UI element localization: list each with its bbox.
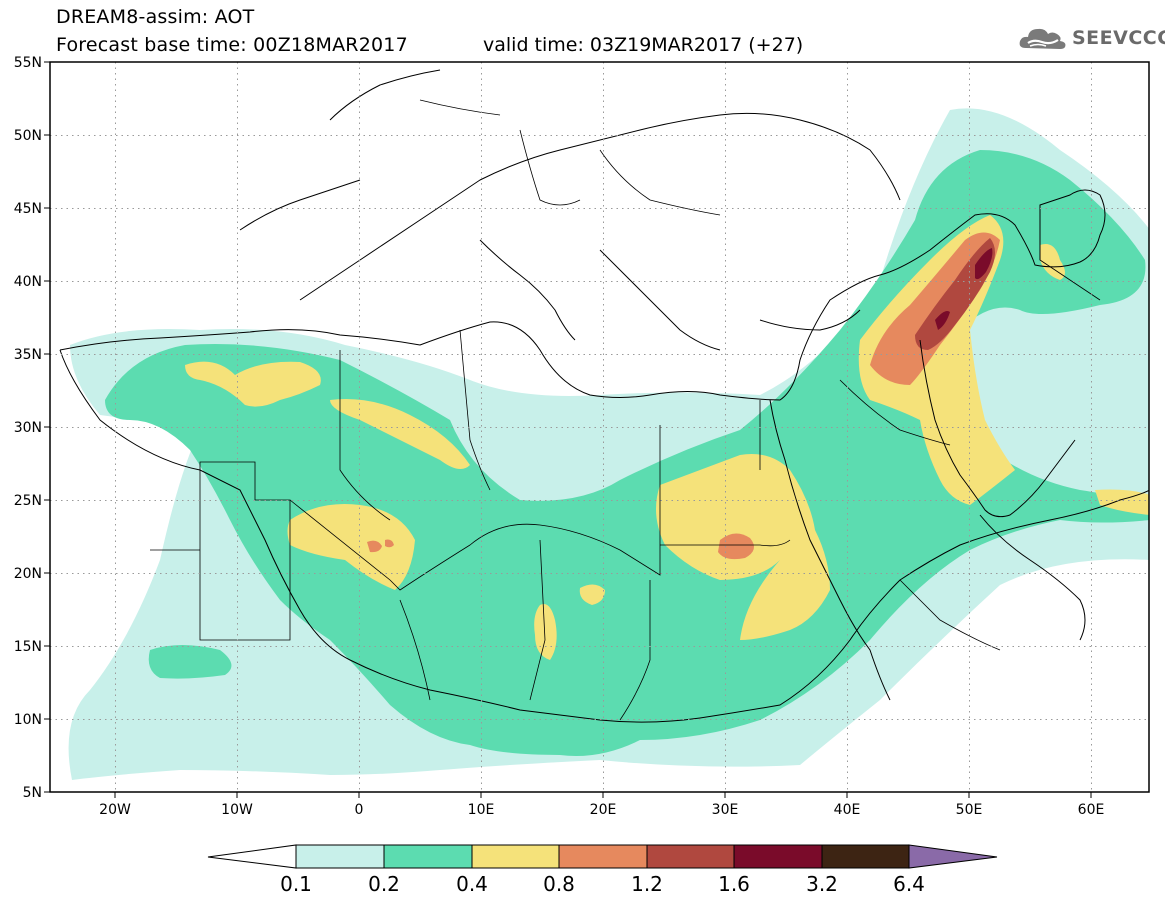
colorbar-labels: 0.1 0.2 0.4 0.8 1.2 1.6 3.2 6.4 <box>280 872 925 896</box>
lat-label: 40N <box>14 274 42 290</box>
lon-label: 20W <box>99 802 131 818</box>
colorbar-swatch <box>558 844 648 869</box>
aot-contour-0.4-morocco <box>185 361 321 407</box>
aot-field <box>68 108 1149 780</box>
colorbar-label: 1.6 <box>718 872 750 896</box>
colorbar-swatch <box>383 844 473 869</box>
colorbar-swatch <box>295 844 385 869</box>
lat-label: 55N <box>14 55 42 71</box>
valid-time: valid time: 03Z19MAR2017 (+27) <box>483 34 804 56</box>
colorbar-label: 3.2 <box>806 872 838 896</box>
lat-label: 20N <box>14 566 42 582</box>
aot-contour-0.2 <box>105 150 1149 756</box>
colorbar-swatch <box>646 844 735 869</box>
colorbar-label: 0.1 <box>280 872 312 896</box>
lat-label: 5N <box>23 785 42 801</box>
cloud-icon <box>1019 28 1066 49</box>
lat-label: 50N <box>14 128 42 144</box>
colorbar-label: 0.4 <box>456 872 488 896</box>
axis-ticks <box>44 61 1092 798</box>
lat-label: 45N <box>14 201 42 217</box>
lat-label: 15N <box>14 639 42 655</box>
lon-label: 10W <box>221 802 253 818</box>
aot-contour-0.4-chad2 <box>579 584 605 605</box>
lat-label: 30N <box>14 420 42 436</box>
map-title: DREAM8-assim: AOT <box>56 6 255 28</box>
colorbar-label: 6.4 <box>893 872 925 896</box>
colorbar-label: 0.8 <box>543 872 575 896</box>
colorbar <box>207 844 998 869</box>
lon-label: 0 <box>355 802 364 818</box>
aot-contour-0.4-caspian-east <box>1040 244 1065 280</box>
lat-label: 25N <box>14 493 42 509</box>
lon-label: 50E <box>956 802 983 818</box>
aot-contour-0.4-mali <box>287 504 415 590</box>
lon-label: 20E <box>590 802 617 818</box>
seevccc-logo: SEEVCCC <box>1018 24 1165 52</box>
colorbar-swatch <box>733 844 823 869</box>
lon-label: 40E <box>834 802 861 818</box>
colorbar-over-triangle <box>908 844 998 869</box>
colorbar-swatch <box>821 844 910 869</box>
lat-label: 35N <box>14 347 42 363</box>
colorbar-label: 0.2 <box>368 872 400 896</box>
aot-contour-0.8-sudan <box>718 533 754 560</box>
colorbar-swatch <box>471 844 560 869</box>
lat-label: 10N <box>14 712 42 728</box>
logo-text: SEEVCCC <box>1072 27 1165 49</box>
forecast-base-time: Forecast base time: 00Z18MAR2017 <box>56 34 408 56</box>
graticule <box>50 62 1149 792</box>
lon-label: 30E <box>712 802 739 818</box>
longitude-labels: 20W 10W 0 10E 20E 30E 40E 50E 60E <box>99 802 1104 818</box>
aot-contour-0.4-algeria <box>330 399 470 469</box>
country-borders <box>150 99 1101 721</box>
aot-contour-0.2-west-africa <box>148 645 232 679</box>
colorbar-label: 1.2 <box>631 872 663 896</box>
colorbar-under-triangle <box>207 844 297 869</box>
lon-label: 10E <box>468 802 495 818</box>
latitude-labels: 55N 50N 45N 40N 35N 30N 25N 20N 15N 10N … <box>14 55 42 801</box>
coastlines <box>59 69 1149 723</box>
aot-contour-0.8-mali <box>367 539 394 553</box>
lon-label: 60E <box>1078 802 1105 818</box>
aot-contour-1.6 <box>935 248 993 330</box>
